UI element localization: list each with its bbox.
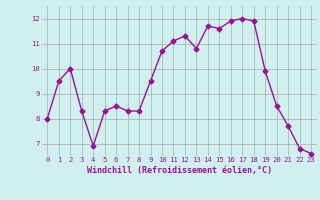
X-axis label: Windchill (Refroidissement éolien,°C): Windchill (Refroidissement éolien,°C) [87, 166, 272, 175]
